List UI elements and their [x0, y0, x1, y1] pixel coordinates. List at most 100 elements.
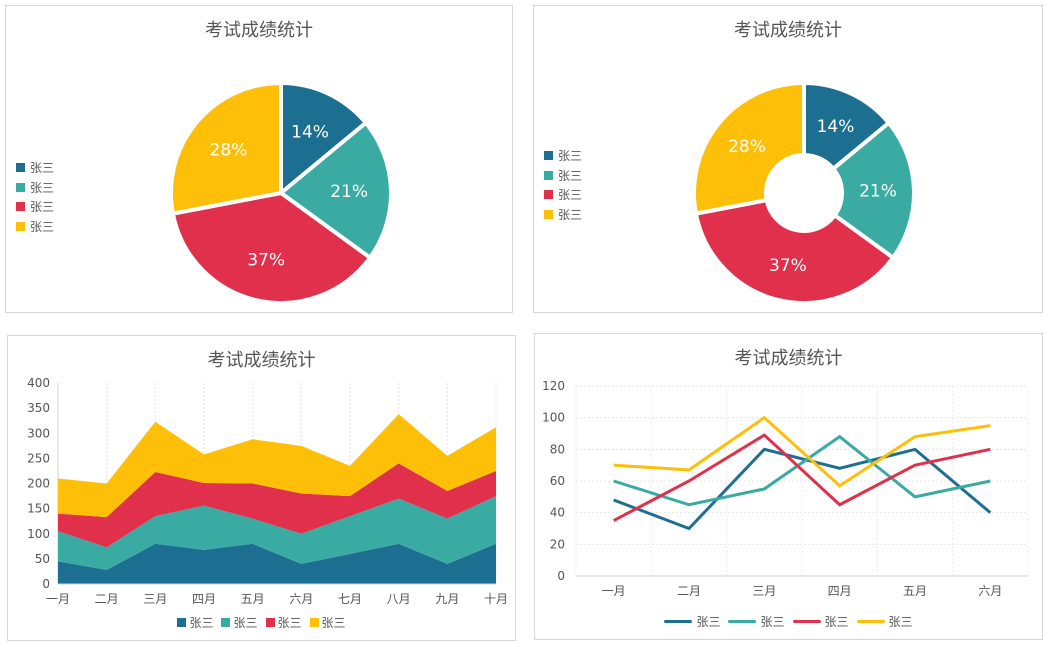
x-tick-label: 七月	[338, 592, 362, 606]
legend-swatch	[664, 620, 693, 623]
y-tick-label: 100	[542, 411, 565, 425]
y-tick-label: 300	[27, 426, 50, 440]
chart-title: 考试成绩统计	[207, 350, 316, 371]
legend-item[interactable]: 张三	[544, 146, 582, 166]
legend-item[interactable]: 张三	[544, 166, 582, 186]
donut-chart-panel: 考试成绩统计 张三 张三 张三 张三 14% 21% 37% 28%	[533, 5, 1043, 313]
stacked-area-chart: 0 50 100 150 200 250 300 350 400 一月 二月 三月 四月 五月 六月 七月 八月…	[27, 376, 508, 606]
legend-item[interactable]: 张三	[221, 614, 258, 631]
line-chart: 0 20 40 60 80 100 120 一月 二月 三月 四月 五月 六月	[542, 379, 1029, 598]
slice-value-label: 37%	[769, 256, 807, 276]
legend-label: 张三	[558, 168, 583, 183]
slice-value-label: 14%	[291, 122, 329, 142]
legend-swatch	[16, 163, 25, 173]
legend-swatch	[16, 202, 25, 212]
slice-value-label: 37%	[247, 251, 285, 271]
x-tick-label: 四月	[192, 592, 216, 606]
x-tick-label: 二月	[95, 592, 119, 606]
chart-legend: 张三 张三 张三 张三	[544, 146, 582, 224]
y-tick-label: 20	[550, 537, 565, 551]
legend-swatch	[265, 618, 275, 627]
slice-value-label: 28%	[728, 137, 766, 157]
legend-item[interactable]: 张三	[309, 614, 346, 631]
legend-swatch	[544, 151, 553, 161]
y-tick-label: 120	[542, 379, 565, 393]
x-tick-label: 九月	[435, 592, 459, 606]
legend-label: 张三	[696, 615, 721, 629]
area-series	[58, 543, 496, 584]
y-tick-label: 150	[27, 502, 50, 516]
legend-item[interactable]: 张三	[265, 614, 302, 631]
legend-label: 张三	[824, 615, 849, 629]
legend-item[interactable]: 张三	[544, 205, 582, 225]
pie-slice	[692, 81, 806, 216]
x-tick-label: 六月	[978, 584, 1002, 598]
legend-label: 张三	[233, 616, 258, 630]
legend-item[interactable]: 张三	[16, 217, 54, 237]
legend-item[interactable]: 张三	[544, 185, 582, 205]
line-series	[613, 447, 992, 531]
legend-swatch	[16, 182, 25, 192]
y-tick-label: 100	[27, 527, 50, 541]
legend-label: 张三	[888, 615, 913, 629]
legend-item[interactable]: 张三	[16, 197, 54, 217]
pie-slice	[169, 81, 283, 216]
y-tick-label: 80	[550, 442, 565, 456]
chart-title: 考试成绩统计	[734, 348, 843, 369]
y-tick-label: 60	[550, 474, 565, 488]
legend-label: 张三	[30, 219, 55, 234]
legend-item[interactable]: 张三	[664, 613, 720, 630]
legend-item[interactable]: 张三	[792, 613, 849, 630]
legend-label: 张三	[558, 207, 583, 222]
legend-swatch	[728, 620, 757, 623]
legend-item[interactable]: 张三	[16, 158, 54, 178]
legend-label: 张三	[760, 615, 785, 629]
x-tick-label: 一月	[602, 584, 626, 598]
legend-item[interactable]: 张三	[856, 613, 913, 630]
legend-label: 张三	[558, 188, 583, 203]
legend-swatch	[544, 170, 553, 180]
chart-legend: 张三 张三 张三 张三	[16, 158, 54, 236]
legend-swatch	[544, 190, 553, 200]
legend-label: 张三	[189, 616, 214, 630]
line-series	[612, 433, 991, 522]
chart-title: 考试成绩统计	[734, 20, 842, 41]
line-chart-panel: 考试成绩统计 0 20 40 60 80 100 120 一月 二月 三月 四月 五月 六月 张三 张三…	[534, 333, 1043, 640]
y-tick-label: 350	[27, 401, 50, 415]
legend-swatch	[16, 221, 25, 231]
donut-chart: 14% 21% 37% 28%	[692, 81, 916, 305]
x-tick-label: 三月	[143, 592, 167, 606]
chart-legend: 张三 张三 张三 张三	[8, 614, 515, 631]
y-tick-label: 40	[550, 506, 565, 520]
pie-slice	[279, 81, 368, 195]
pie-slice	[170, 191, 372, 305]
x-tick-label: 四月	[828, 584, 852, 598]
legend-swatch	[309, 618, 319, 627]
slice-value-label: 21%	[330, 182, 368, 202]
slice-value-label: 28%	[210, 141, 248, 161]
y-tick-label: 250	[27, 451, 50, 465]
area-series	[58, 496, 496, 570]
legend-label: 张三	[30, 200, 55, 215]
area-chart-panel: 考试成绩统计 0 50 100 150 200 250 300 350 400 一月 二月 三月 四月 五…	[7, 335, 516, 641]
x-tick-label: 二月	[677, 584, 701, 598]
x-tick-label: 八月	[387, 592, 411, 606]
x-tick-label: 三月	[752, 584, 776, 598]
legend-item[interactable]: 张三	[728, 613, 785, 630]
legend-swatch	[221, 618, 231, 627]
line-series	[613, 434, 991, 507]
legend-item[interactable]: 张三	[177, 614, 213, 631]
x-tick-label: 十月	[484, 592, 508, 606]
pie-chart-panel: 考试成绩统计 张三 张三 张三 张三 14% 21% 37% 28%	[5, 5, 513, 313]
legend-label: 张三	[558, 149, 583, 164]
x-tick-label: 一月	[46, 592, 70, 606]
legend-item[interactable]: 张三	[16, 178, 54, 198]
legend-label: 张三	[277, 616, 302, 630]
legend-swatch	[544, 209, 553, 219]
legend-swatch	[792, 620, 821, 623]
legend-swatch	[856, 620, 885, 623]
y-tick-label: 0	[42, 577, 50, 591]
pie-slice	[693, 198, 895, 305]
pie-slice	[279, 120, 393, 260]
legend-label: 张三	[30, 161, 55, 176]
